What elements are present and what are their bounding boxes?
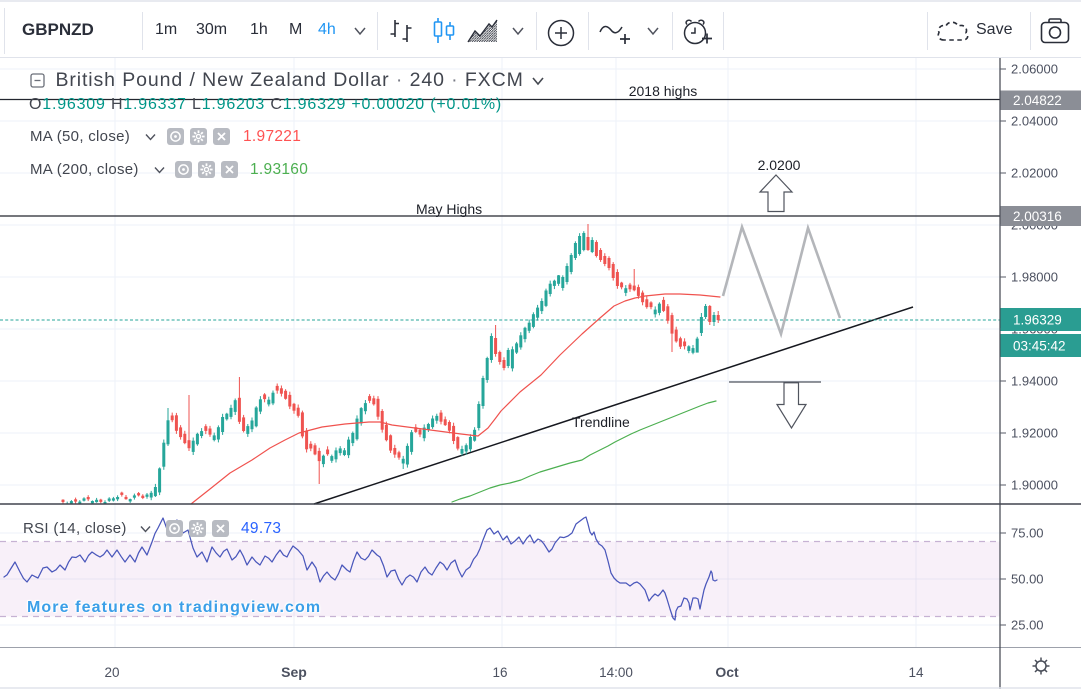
svg-text:50.00: 50.00 <box>1011 572 1044 587</box>
svg-text:1.96329: 1.96329 <box>1013 312 1062 327</box>
svg-text:2.02000: 2.02000 <box>1011 166 1058 181</box>
svg-text:16: 16 <box>492 665 507 680</box>
svg-text:Trendline: Trendline <box>572 414 630 430</box>
svg-text:Sep: Sep <box>281 664 307 680</box>
svg-text:2.04000: 2.04000 <box>1011 114 1058 129</box>
svg-text:2.0200: 2.0200 <box>758 157 801 173</box>
svg-text:2018 highs: 2018 highs <box>629 83 698 99</box>
svg-text:20: 20 <box>104 665 119 680</box>
svg-text:2.00316: 2.00316 <box>1013 209 1062 224</box>
svg-text:1.92000: 1.92000 <box>1011 426 1058 441</box>
svg-text:2.06000: 2.06000 <box>1011 62 1058 77</box>
svg-text:2.04822: 2.04822 <box>1013 93 1062 108</box>
svg-text:Oct: Oct <box>715 664 739 680</box>
svg-text:1.94000: 1.94000 <box>1011 374 1058 389</box>
svg-text:1.90000: 1.90000 <box>1011 478 1058 493</box>
svg-text:14: 14 <box>908 665 924 680</box>
svg-text:25.00: 25.00 <box>1011 618 1044 633</box>
svg-text:May Highs: May Highs <box>416 201 482 217</box>
svg-text:03:45:42: 03:45:42 <box>1013 338 1066 353</box>
svg-text:1.98000: 1.98000 <box>1011 270 1058 285</box>
svg-text:75.00: 75.00 <box>1011 526 1044 541</box>
svg-text:14:00: 14:00 <box>599 665 633 680</box>
